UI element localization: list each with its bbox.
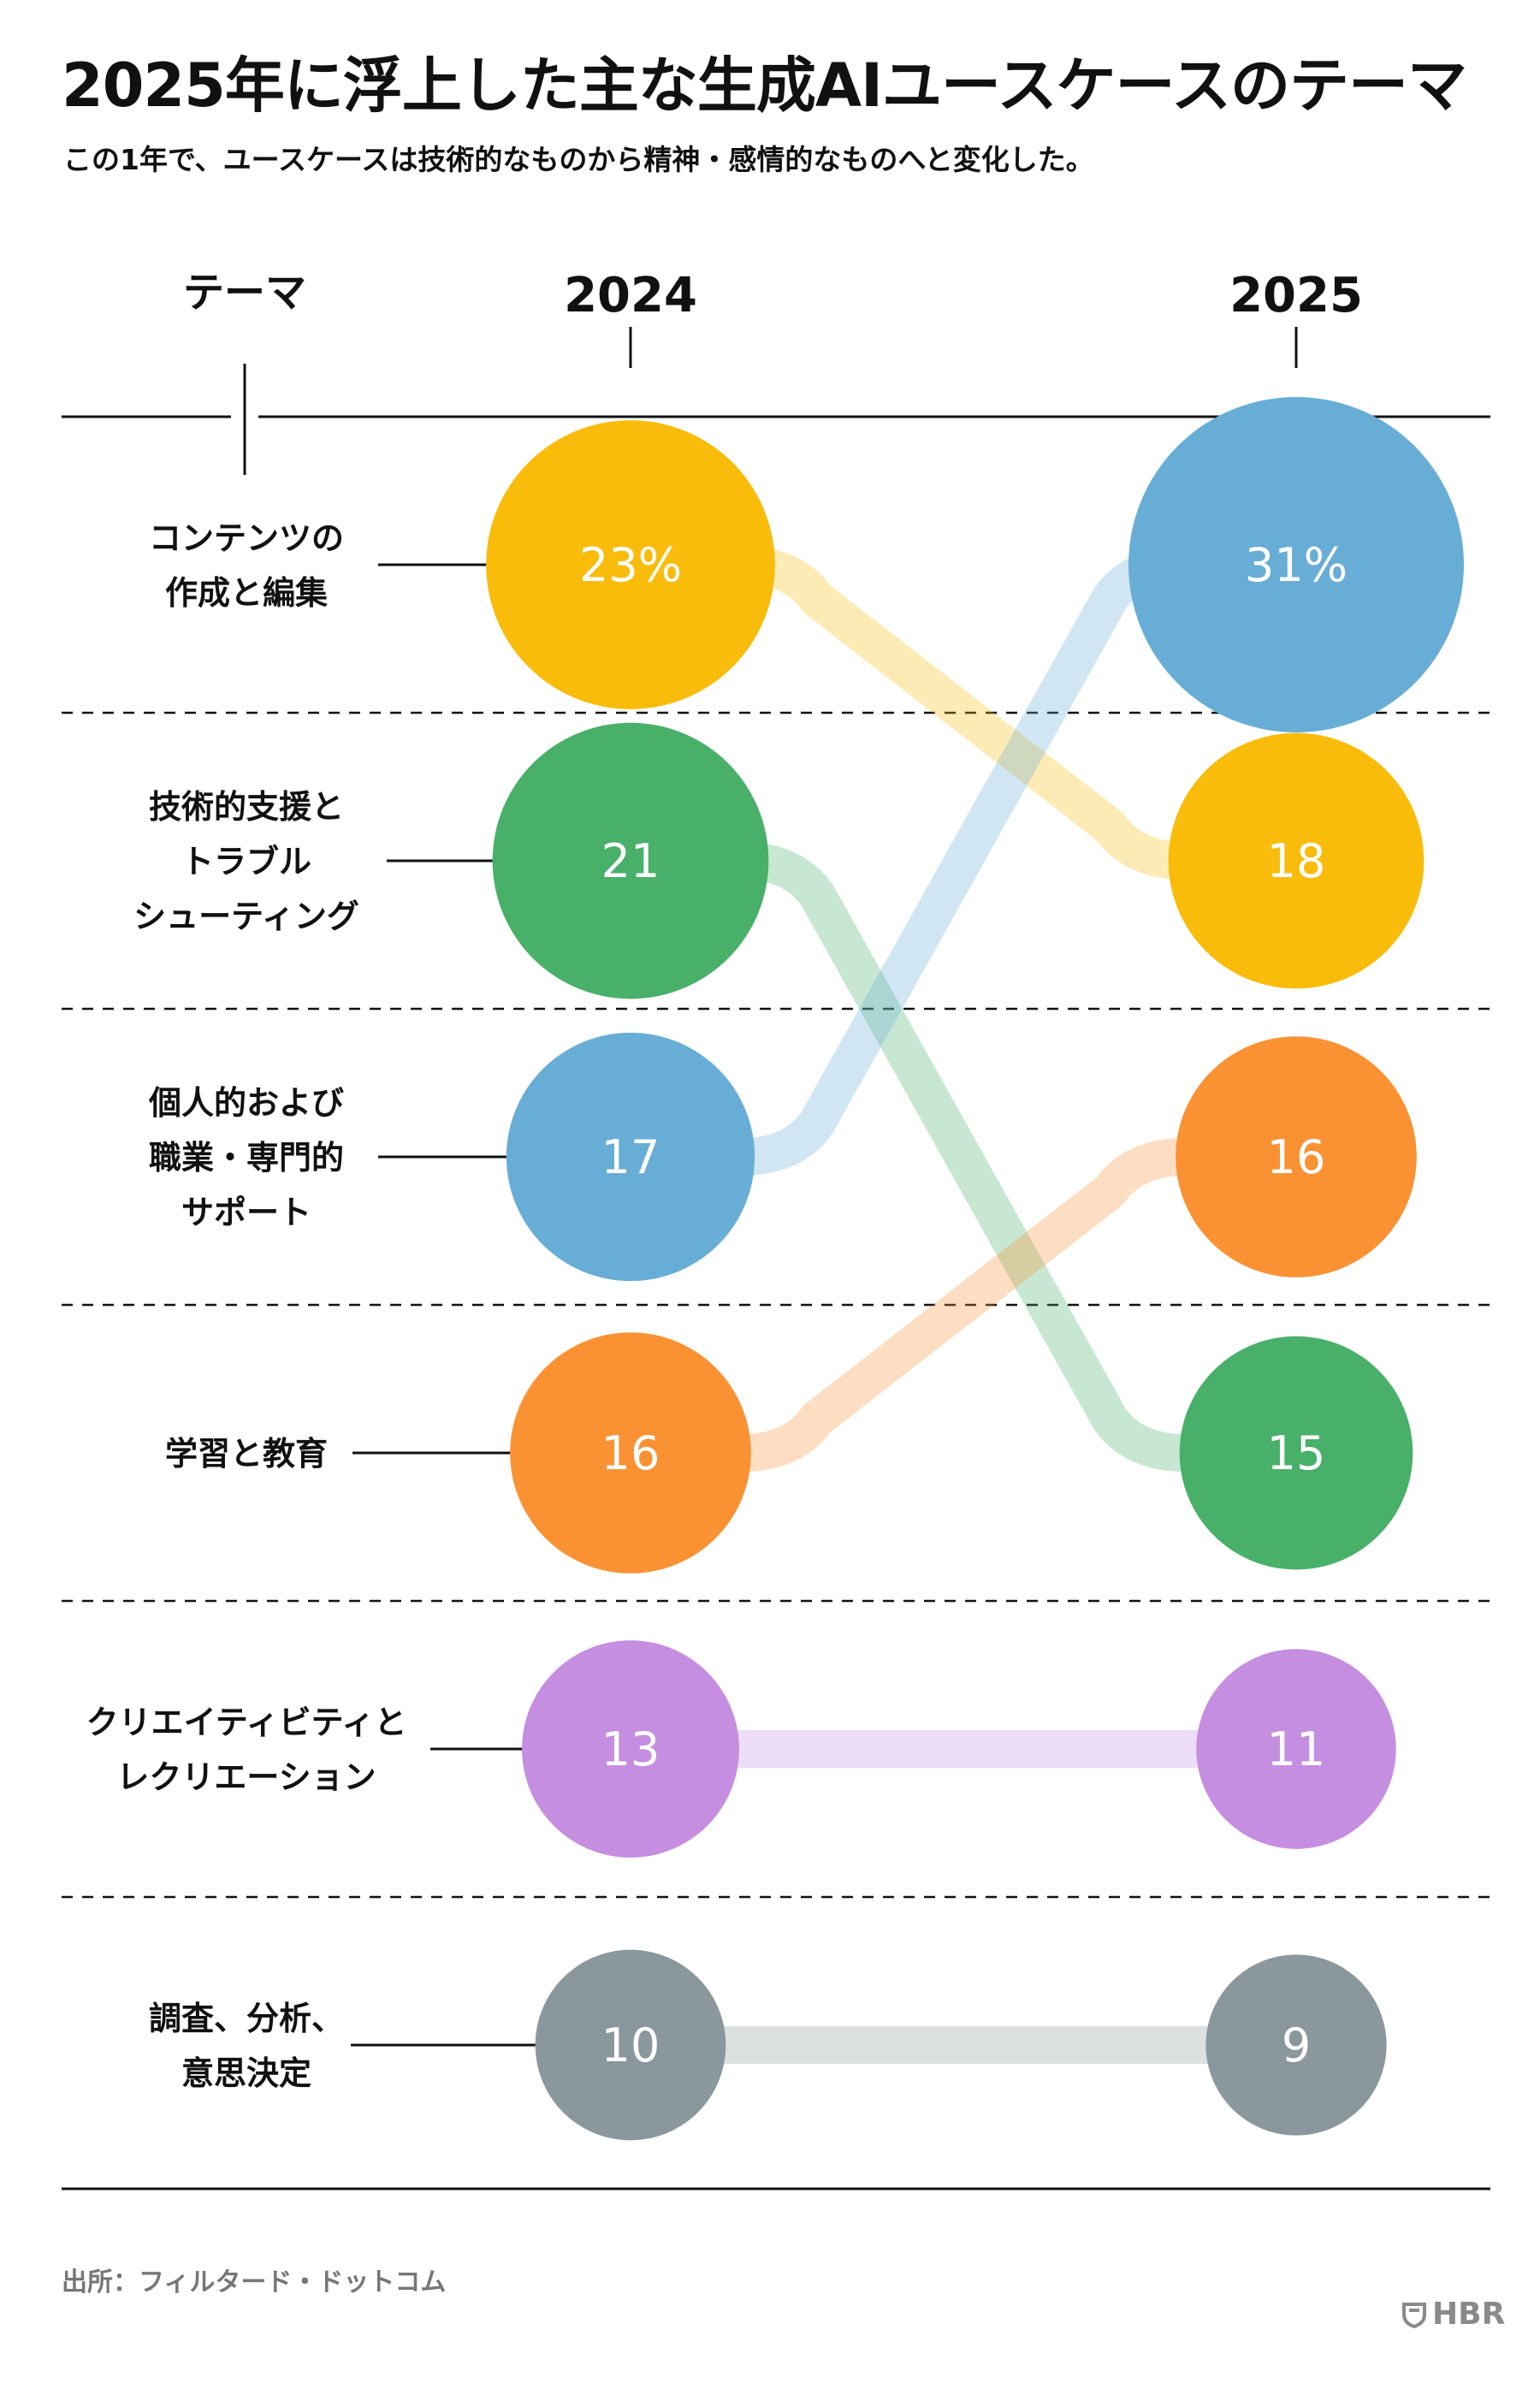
value-label-2024-1: 21 [601,834,660,888]
value-label-2025-1: 15 [1267,1426,1326,1480]
value-label-2025-2: 31% [1245,538,1348,592]
theme-label-0-line-0: コンテンツの [149,519,344,557]
circle-2025-2 [1128,397,1464,732]
value-label-2025-0: 18 [1267,834,1326,888]
theme-label-5-line-1: 意思決定 [181,2054,311,2092]
year-header-2024: 2024 [564,268,697,323]
theme-label-1-line-0: 技術的支援と [149,788,344,826]
theme-label-4-line-1: レクリエーション [116,1758,376,1796]
shield-icon [1402,2302,1426,2328]
chart-headers: テーマ 2024 2025 [183,268,1363,368]
circle-2025-0 [1168,732,1424,989]
theme-label-1-line-2: シューティング [133,898,359,935]
value-label-2024-4: 13 [601,1722,660,1776]
theme-label-3-line-0: 学習と教育 [165,1435,328,1473]
circle-2024-3 [510,1332,751,1574]
chart-subtitle: この1年で、ユースケースは技術的なものから精神・感情的なものへと変化した。 [63,143,1094,176]
circle-2025-4 [1196,1649,1396,1849]
value-label-2024-2: 17 [601,1130,660,1184]
hbr-logo: HBR [1401,2297,1505,2332]
theme-label-2-line-0: 個人的および [148,1084,344,1122]
value-label-2024-3: 16 [601,1426,660,1480]
bump-chart: テーマ 2024 2025 23% 18 21 15 17 31% 16 16 13 11 10 9 コン… [62,268,1490,2190]
theme-label-5-line-0: 調査、分析、 [149,2000,344,2037]
circle-2025-5 [1205,1954,1387,2136]
circle-2024-4 [522,1640,739,1858]
circle-2024-5 [535,1949,726,2141]
circle-2024-2 [506,1032,755,1282]
circle-2024-0 [486,420,775,709]
theme-label-4-line-0: クリエイティビティと [86,1704,407,1741]
circle-2024-1 [492,722,769,999]
theme-label-2-line-1: 職業・専門的 [149,1139,344,1177]
connector-3 [716,1138,1211,1472]
year-header-2025: 2025 [1229,268,1363,323]
chart-title: 2025年に浮上した主な生成AIユースケースのテーマ [62,50,1467,121]
value-label-2024-5: 10 [601,2019,660,2072]
source-note: 出所：フィルタード・ドットコム [62,2268,447,2297]
value-circles: 23% 18 21 15 17 31% 16 16 13 11 10 9 [486,397,1464,2141]
theme-labels: コンテンツの作成と編集技術的支援とトラブルシューティング個人的および職業・専門的… [86,519,536,2092]
value-label-2025-3: 16 [1267,1130,1326,1184]
circle-2025-3 [1176,1036,1417,1278]
logo-text: HBR [1432,2297,1506,2332]
value-label-2025-4: 11 [1267,1722,1326,1776]
value-label-2025-5: 9 [1282,2019,1311,2072]
theme-label-1-line-1: トラブル [181,843,311,880]
theme-column-header: テーマ [183,269,306,317]
theme-label-2-line-2: サポート [181,1194,311,1231]
value-label-2024-0: 23% [579,538,682,592]
theme-label-0-line-1: 作成と編集 [165,574,328,612]
circle-2025-1 [1179,1336,1413,1570]
